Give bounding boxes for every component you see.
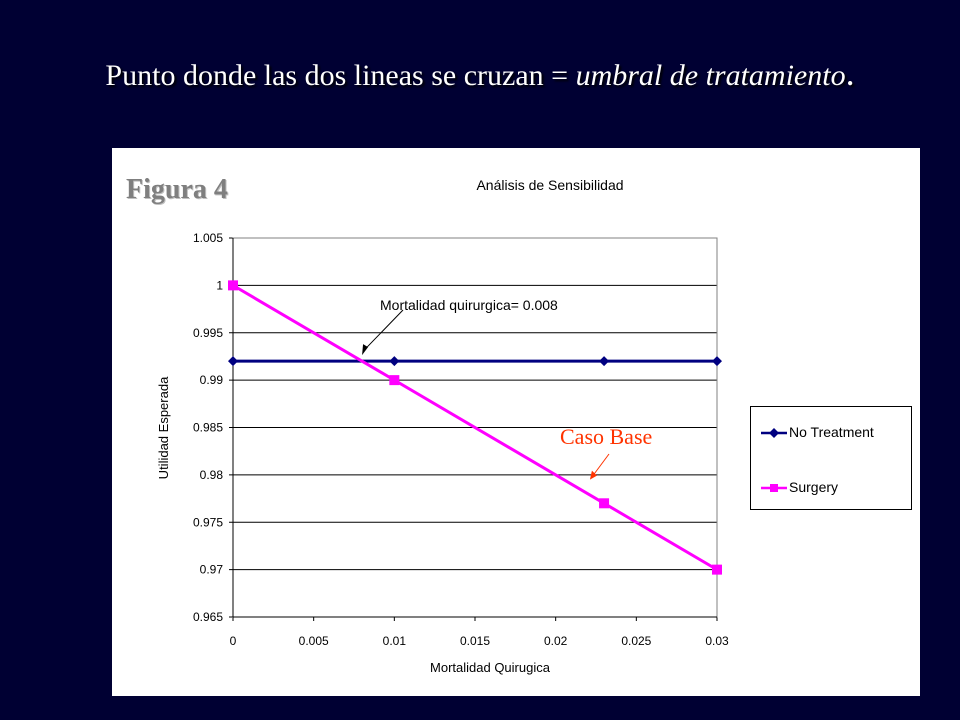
annotation-crossing-arrow: [364, 309, 404, 350]
data-point-no-treatment: [228, 356, 238, 367]
x-tick-label: 0.02: [544, 634, 568, 648]
x-tick-label: 0.015: [460, 634, 490, 648]
diamond-marker-icon: [761, 428, 787, 439]
data-point-surgery: [712, 564, 722, 575]
chart-panel: Figura 4 Análisis de Sensibilidad 0.965 0.…: [112, 148, 920, 696]
caso-base-annotation: Caso Base: [560, 424, 653, 449]
legend-item-surgery: Surgery: [761, 479, 838, 495]
chart-title: Análisis de Sensibilidad: [476, 177, 623, 193]
legend-label-surgery: Surgery: [789, 479, 839, 495]
figure-label: Figura 4: [126, 174, 228, 205]
y-tick-label: 0.995: [193, 326, 223, 340]
slide-title: Punto donde las dos lineas se cruzan = u…: [0, 52, 960, 94]
x-tick-label: 0.01: [383, 634, 407, 648]
line-chart: Análisis de Sensibilidad 0.965 0.97 0.975 0.…: [156, 177, 729, 675]
annotation-caso-base-arrowhead: [589, 470, 597, 480]
y-tick-label: 0.98: [200, 468, 224, 482]
y-tick-label: 0.985: [193, 421, 223, 435]
annotation-crossing-text: Mortalidad quirurgica= 0.008: [380, 297, 558, 313]
series-line-surgery: [232, 284, 718, 571]
slide-title-italic: umbral de tratamiento: [575, 59, 846, 92]
annotation-crossing-arrowhead: [362, 344, 369, 356]
y-tick-label: 0.97: [200, 563, 224, 577]
x-tick-label: 0.03: [705, 634, 729, 648]
square-marker-icon: [761, 484, 787, 493]
x-tick-label: 0: [230, 634, 237, 648]
slide-title-plain: Punto donde las dos lineas se cruzan =: [105, 59, 576, 92]
y-tick-label: 1: [216, 278, 223, 292]
x-axis-label: Mortalidad Quirugica: [430, 660, 551, 675]
data-point-surgery: [228, 280, 238, 291]
legend-label-no-treatment: No Treatment: [789, 424, 874, 440]
data-point-surgery: [599, 498, 610, 509]
data-point-no-treatment: [389, 356, 400, 367]
x-tick-label: 0.025: [621, 634, 651, 648]
data-point-no-treatment: [712, 356, 722, 367]
legend-item-no-treatment: No Treatment: [761, 424, 874, 440]
y-axis-label: Utilidad Esperada: [156, 376, 171, 479]
data-point-surgery: [389, 375, 400, 386]
legend: No Treatment Surgery: [750, 406, 912, 510]
y-tick-label: 0.975: [193, 515, 223, 529]
x-tick-label: 0.005: [299, 634, 329, 648]
y-tick-label: 0.99: [200, 373, 224, 387]
data-point-no-treatment: [599, 356, 610, 367]
annotation-caso-base-arrow: [592, 453, 610, 476]
y-tick-label: 0.965: [193, 610, 223, 624]
y-tick-label: 1.005: [193, 231, 223, 245]
slide-title-end: .: [845, 53, 855, 93]
